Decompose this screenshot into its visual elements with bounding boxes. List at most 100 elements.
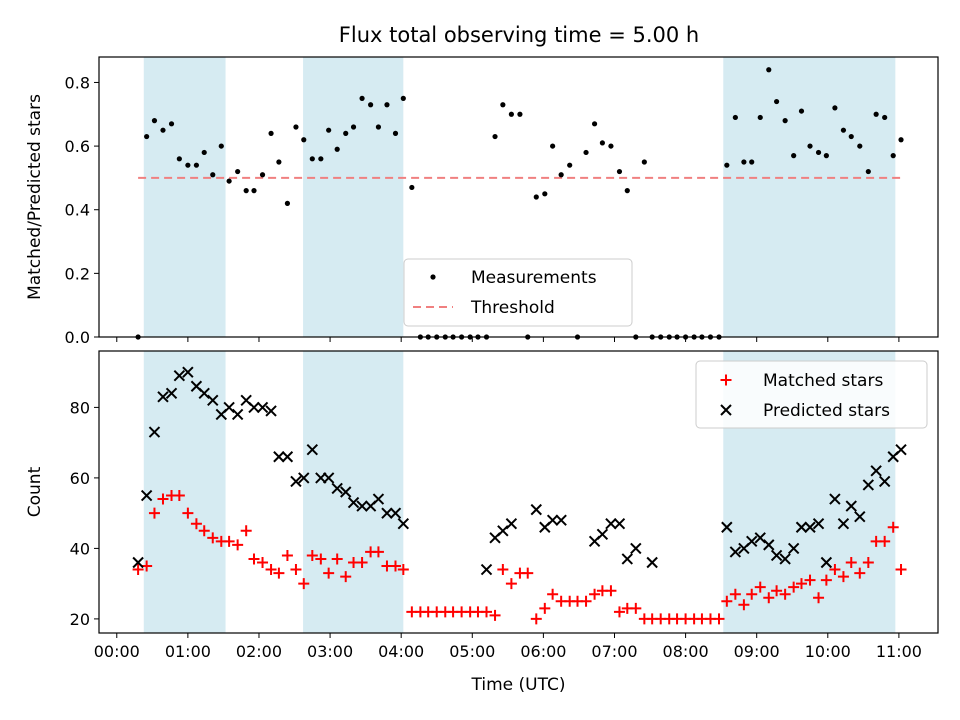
matched-star-point [854, 567, 866, 579]
top-axes: 0.0 0.2 0.4 0.6 0.8 Matched/Predicted stars Me… [25, 56, 939, 347]
predicted-star-point [497, 525, 509, 537]
matched-star-point [190, 518, 202, 530]
predicted-star-point [273, 451, 285, 463]
measurement-point [226, 178, 232, 184]
matched-star-point [290, 564, 302, 576]
measurement-point [865, 168, 871, 175]
matched-star-point [265, 564, 277, 576]
x-tick-label: 11:00 [876, 642, 922, 661]
predicted-star-point [721, 521, 733, 533]
predicted-star-point [621, 553, 633, 565]
measurement-point [375, 124, 382, 130]
matched-star-point [887, 521, 899, 533]
predicted-star-point [165, 387, 178, 400]
measurement-point [284, 200, 291, 206]
predicted-star-point [878, 475, 891, 488]
legend-predicted-label: Predicted stars [763, 401, 890, 421]
predicted-star-point [306, 443, 319, 456]
matched-star-point [895, 564, 907, 576]
matched-star-point [589, 588, 601, 600]
predicted-star-point [729, 546, 742, 558]
matched-star-point [804, 574, 816, 586]
measurement-point [334, 146, 340, 152]
measurement-point [318, 156, 324, 162]
predicted-star-point [157, 391, 169, 403]
matched-star-point [248, 553, 260, 565]
matched-star-point [306, 549, 318, 561]
shaded-interval-2 [303, 351, 404, 633]
matched-star-point [771, 585, 783, 597]
y-axis-label: Matched/Predicted stars [25, 94, 45, 300]
matched-star-point [232, 539, 244, 551]
legend-top: Measurements Threshold [403, 258, 633, 327]
matched-star-point [763, 592, 775, 604]
x-tick-label: 02:00 [236, 642, 282, 661]
measurement-point [766, 67, 772, 73]
predicted-star-point [132, 556, 144, 569]
measurement-point [276, 159, 282, 165]
legend-matched-marker [720, 374, 732, 386]
shaded-interval-1 [143, 351, 226, 633]
predicted-star-point [331, 482, 343, 495]
measurement-point [293, 124, 299, 130]
measurement-point [840, 127, 847, 133]
matched-star-point [505, 578, 517, 590]
measurement-point [400, 95, 406, 101]
matched-star-point [198, 525, 210, 537]
matched-star-point [820, 574, 832, 586]
matched-star-point [713, 613, 725, 625]
matched-star-point [522, 567, 534, 579]
y-tick-label: 0.0 [65, 328, 90, 347]
measurement-point [591, 121, 598, 127]
y-tick-label: 80 [70, 398, 90, 417]
measurement-point [757, 114, 763, 121]
measurement-point [218, 143, 224, 149]
measurement-point [823, 153, 829, 159]
predicted-star-point [862, 479, 875, 491]
matched-star-point [813, 592, 825, 604]
predicted-star-point [322, 472, 335, 484]
legend-predicted-marker [720, 404, 732, 416]
measurement-point [732, 114, 738, 121]
x-tick-label: 06:00 [520, 642, 566, 661]
measurement-point [392, 130, 399, 136]
measurement-point [176, 156, 182, 162]
predicted-star-point [837, 518, 850, 530]
predicted-star-point [480, 563, 493, 576]
matched-star-point [879, 535, 891, 547]
measurement-point [782, 118, 788, 124]
measurement-point [144, 133, 150, 140]
measurement-point [492, 133, 498, 140]
measurement-point [368, 102, 374, 108]
predicted-star-point [372, 493, 385, 505]
legend-bottom: Matched stars Predicted stars [695, 360, 928, 429]
predicted-star-point [895, 443, 907, 456]
measurement-point [599, 140, 606, 146]
predicted-star-point [555, 514, 567, 526]
matched-star-point [157, 493, 169, 505]
shaded-interval-2 [303, 57, 404, 337]
matched-star-point [372, 546, 384, 558]
predicted-star-point [265, 405, 277, 417]
x-tick-label: 04:00 [378, 642, 424, 661]
measurement-point [791, 153, 797, 159]
matched-star-point [273, 567, 285, 579]
measurement-point [185, 162, 191, 168]
measurement-point [235, 168, 241, 175]
predicted-star-point [530, 503, 542, 516]
matched-star-point [837, 571, 849, 583]
matched-star-point [539, 602, 551, 614]
predicted-star-point [290, 475, 302, 488]
x-axis-label: Time (UTC) [471, 675, 566, 695]
legend-top-box [403, 258, 633, 327]
predicted-star-point [389, 507, 402, 519]
y-tick-label: 20 [70, 610, 90, 629]
matched-star-point [173, 490, 185, 502]
x-tick-label: 03:00 [307, 642, 353, 661]
matched-star-point [580, 595, 592, 607]
predicted-star-point [763, 539, 775, 551]
x-tick-label: 01:00 [165, 642, 211, 661]
y-tick-label: 0.2 [65, 264, 90, 283]
measurement-point [193, 162, 200, 168]
measurement-point [641, 159, 647, 165]
